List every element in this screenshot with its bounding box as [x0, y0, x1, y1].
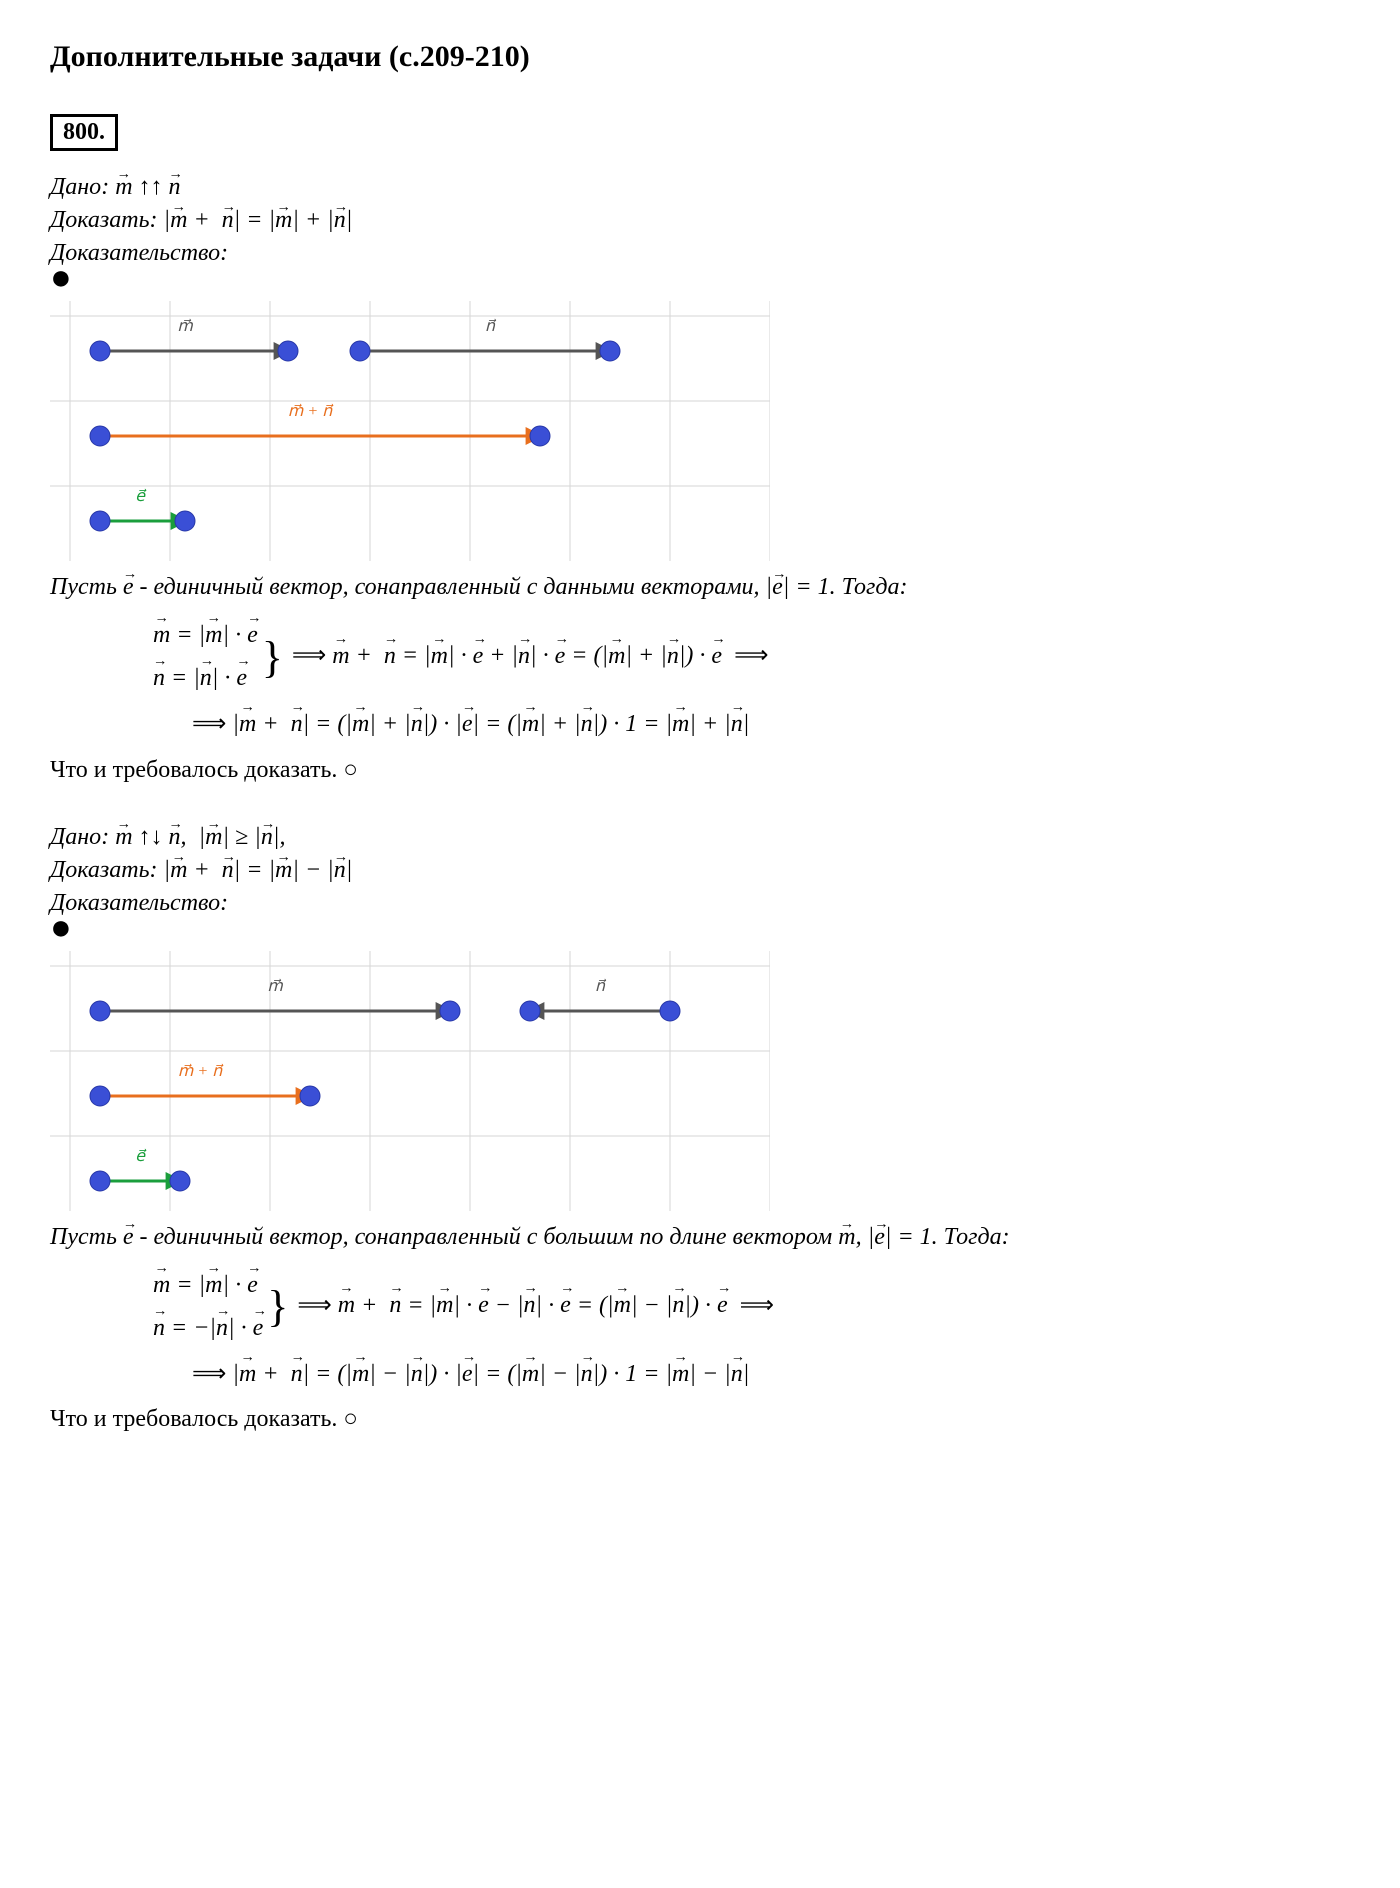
svg-text:e⃗: e⃗ [135, 488, 147, 505]
problem-number: 800. [50, 114, 118, 151]
svg-text:e⃗: e⃗ [135, 1148, 147, 1165]
prove-line-1: Доказать: |m + n| = |m| + |n| [50, 207, 1350, 234]
svg-text:n⃗: n⃗ [485, 318, 497, 335]
paragraph-1: Пусть e - единичный вектор, сонаправленн… [50, 574, 1350, 601]
proof-label-2: Доказательство: [50, 890, 1350, 917]
proof-label-1: Доказательство: [50, 240, 1350, 267]
page-title: Дополнительные задачи (с.209-210) [50, 40, 1350, 74]
bullet-1: ● [50, 273, 1350, 281]
paragraph-2: Пусть e - единичный вектор, сонаправленн… [50, 1224, 1350, 1251]
given-line-2: Дано: m ↑↓ n, |m| ≥ |n|, [50, 823, 1350, 851]
svg-text:m⃗: m⃗ [267, 978, 283, 995]
math-block-2: m = |m| · e n = −|n| · e } ⟹ m + n = |m|… [150, 1261, 1350, 1397]
svg-text:n⃗: n⃗ [595, 978, 607, 995]
svg-text:m⃗ + n⃗: m⃗ + n⃗ [178, 1063, 224, 1080]
bullet-2: ● [50, 923, 1350, 931]
diagram-2: m⃗ n⃗ m⃗ + n⃗ e⃗ [50, 951, 1350, 1218]
svg-text:m⃗ + n⃗: m⃗ + n⃗ [288, 403, 334, 420]
conclusion-2: Что и требовалось доказать. ○ [50, 1406, 1350, 1433]
math-block-1: m = |m| · e n = |n| · e } ⟹ m + n = |m| … [150, 611, 1350, 747]
given-line-1: Дано: m ↑↑ n [50, 173, 1350, 201]
conclusion-1: Что и требовалось доказать. ○ [50, 757, 1350, 784]
svg-text:m⃗: m⃗ [177, 318, 193, 335]
diagram-1: m⃗ n⃗ m⃗ + n⃗ e⃗ [50, 301, 1350, 568]
prove-line-2: Доказать: |m + n| = |m| − |n| [50, 857, 1350, 884]
